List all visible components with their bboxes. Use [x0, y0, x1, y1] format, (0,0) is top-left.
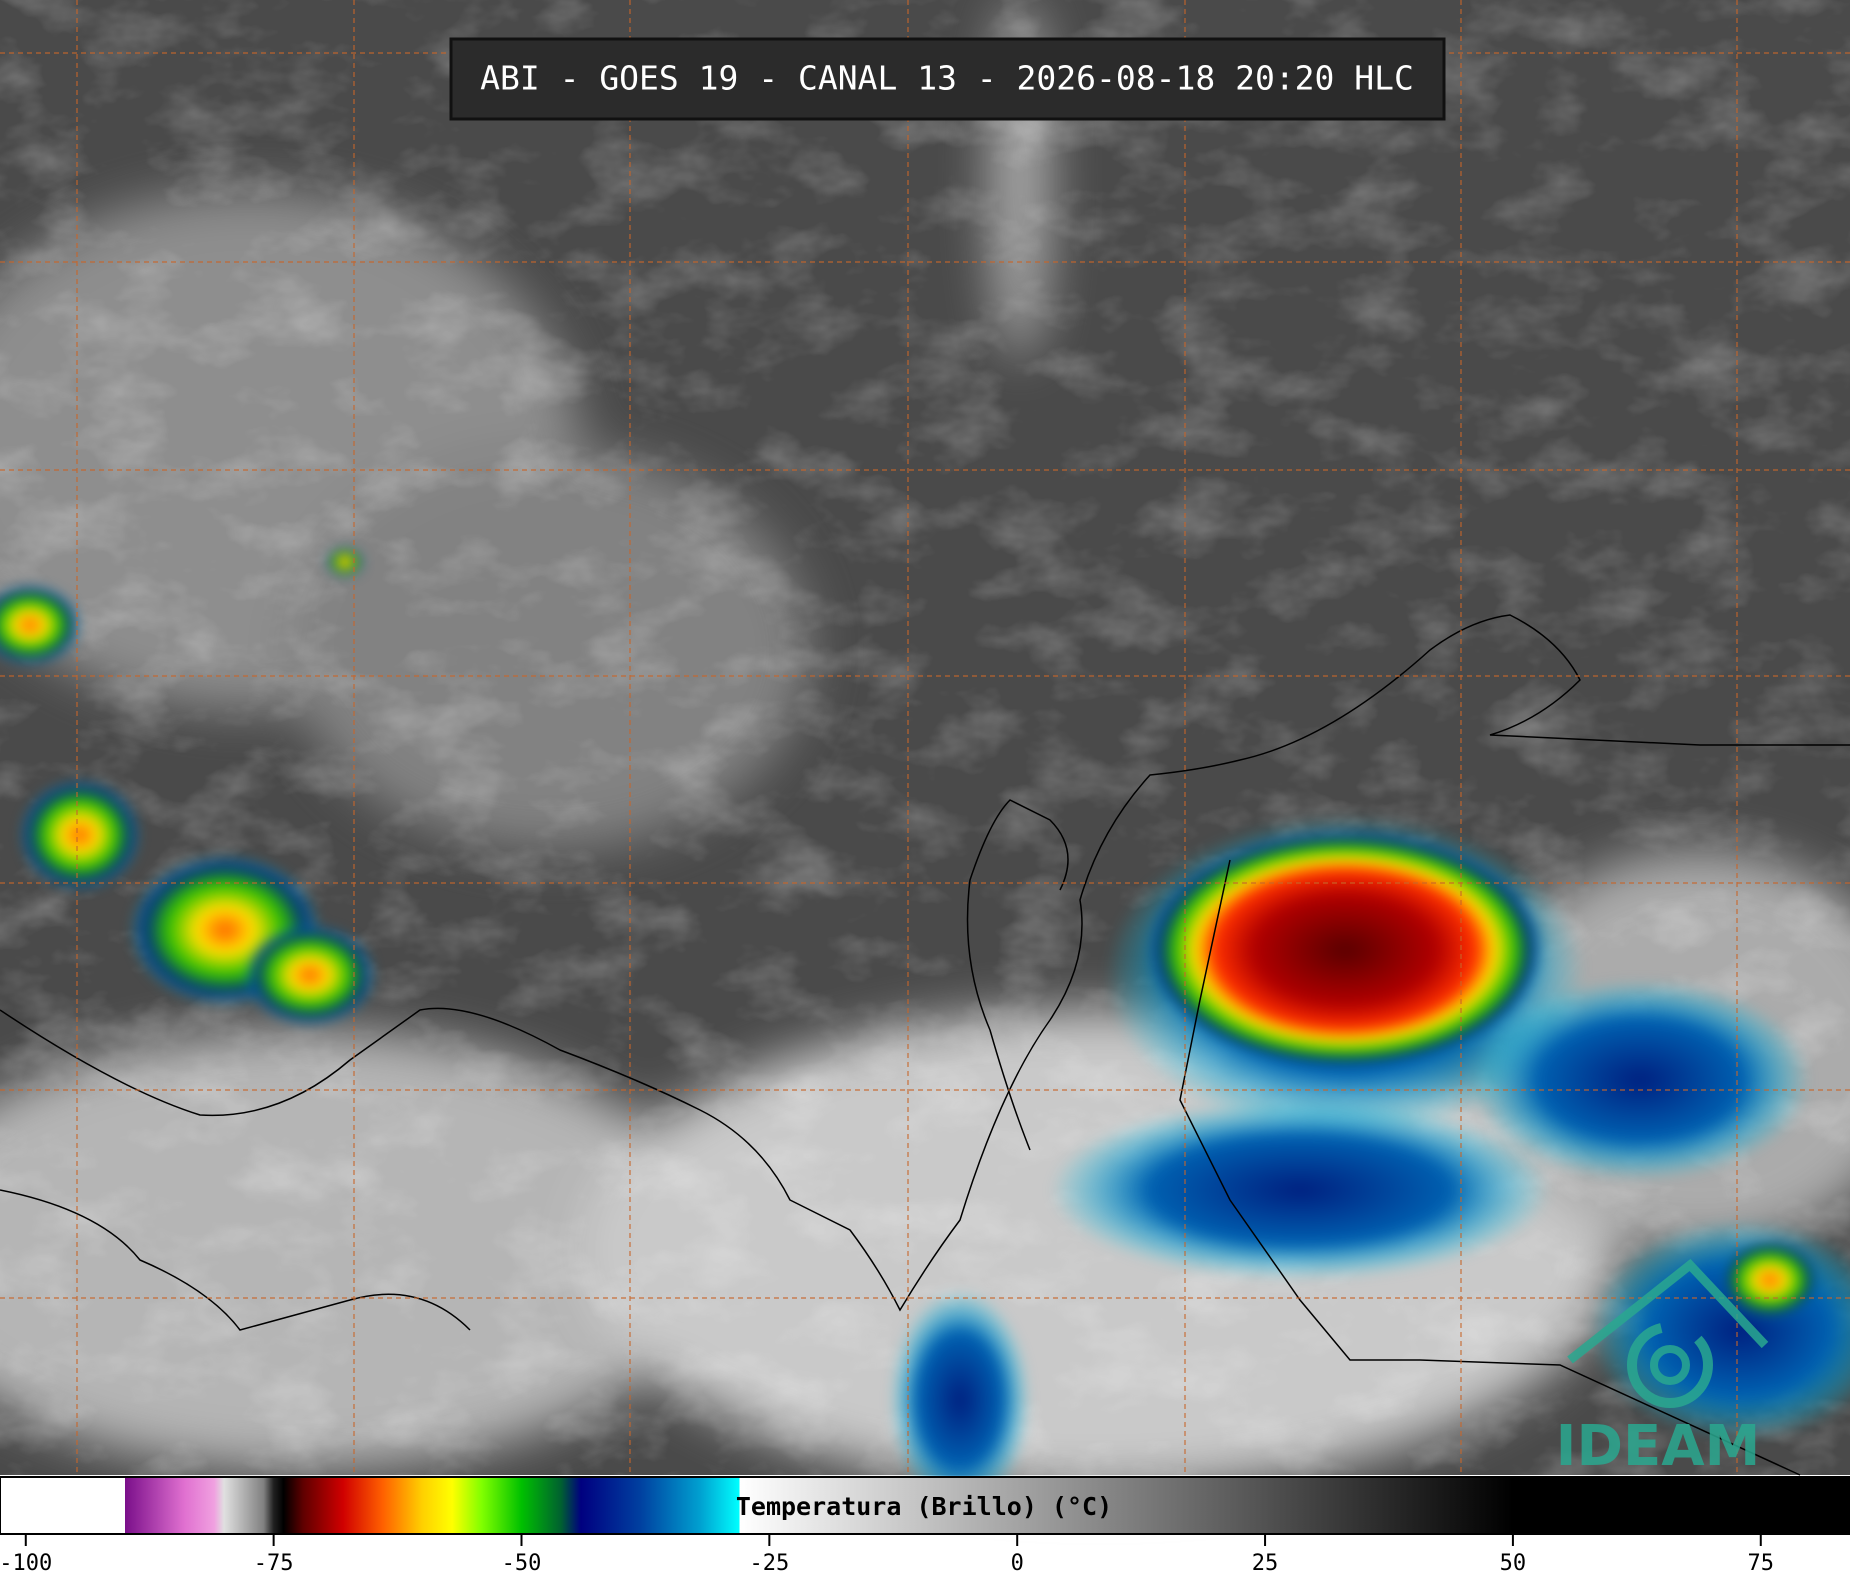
tick-label: 75: [1748, 1551, 1775, 1576]
title: ABI - GOES 19 - CANAL 13 - 2026-08-18 20…: [480, 59, 1414, 98]
logo-text: IDEAM: [1556, 1414, 1761, 1479]
tick-label: -75: [254, 1551, 294, 1576]
tick-label: -25: [749, 1551, 789, 1576]
colorbar-label: Temperatura (Brillo) (°C): [736, 1492, 1112, 1521]
colorbar: Temperatura (Brillo) (°C) -100 -75 -50 -25 0…: [0, 1476, 1850, 1576]
tick-label: -50: [502, 1551, 542, 1576]
imagery: [0, 0, 1850, 1510]
tick-label: 0: [1011, 1551, 1024, 1576]
colorbar-ramp: [0, 1476, 1850, 1535]
graticule: [0, 0, 1850, 1475]
title-box: ABI - GOES 19 - CANAL 13 - 2026-08-18 20…: [449, 37, 1446, 121]
tick-label: 50: [1500, 1551, 1527, 1576]
coastline: [0, 614, 1850, 1476]
logo: IDEAM: [1556, 1258, 1769, 1479]
tick-label: 25: [1252, 1551, 1279, 1576]
tick-label: -100: [0, 1551, 52, 1576]
